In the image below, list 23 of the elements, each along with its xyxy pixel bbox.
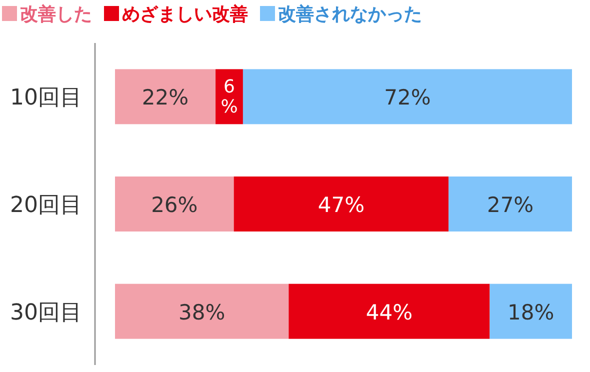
data-label: 18% xyxy=(508,300,554,324)
bar xyxy=(242,69,572,124)
data-label: 38% xyxy=(178,300,226,324)
data-label: 72% xyxy=(384,86,431,110)
data-label: 22% xyxy=(142,86,189,110)
bar xyxy=(288,284,490,339)
legend-label: 改善した xyxy=(20,4,92,25)
bar xyxy=(448,176,572,232)
bar xyxy=(115,176,234,232)
y-tick-label: 10回目 xyxy=(10,86,82,111)
data-label: 44% xyxy=(366,300,413,324)
y-tick-label: 20回目 xyxy=(10,193,82,218)
data-label: 27% xyxy=(486,193,534,217)
bar xyxy=(490,284,572,339)
bar xyxy=(234,176,449,232)
y-tick-label: 30回目 xyxy=(10,300,82,326)
data-label: 6% xyxy=(220,76,238,118)
bar xyxy=(115,69,216,124)
bar xyxy=(115,284,289,339)
data-label: 47% xyxy=(318,193,365,217)
legend-label: 改善されなかった xyxy=(278,4,422,25)
legend-label: めざましい改善 xyxy=(122,4,248,25)
data-label: 26% xyxy=(151,193,198,217)
